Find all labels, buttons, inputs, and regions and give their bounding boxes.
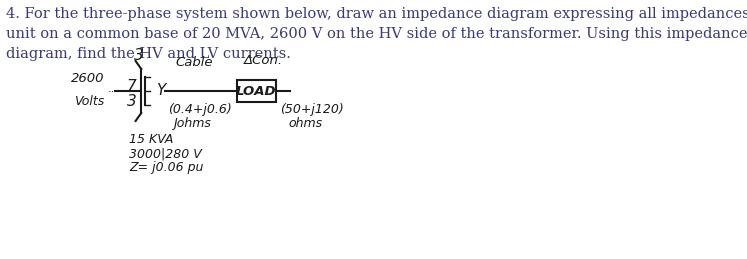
Text: diagram, find the HV and LV currents.: diagram, find the HV and LV currents.: [6, 47, 291, 61]
Text: Y: Y: [156, 83, 166, 97]
Text: LOAD: LOAD: [236, 84, 276, 97]
Text: (0.4+j0.6): (0.4+j0.6): [168, 103, 232, 116]
Text: Z= j0.06 pu: Z= j0.06 pu: [129, 161, 204, 174]
Text: Cable: Cable: [175, 56, 213, 69]
Text: ΔCon.: ΔCon.: [244, 54, 283, 67]
Text: 3: 3: [134, 47, 144, 62]
Text: ...: ...: [108, 84, 119, 94]
Text: 2600: 2600: [71, 72, 105, 85]
Text: 4. For the three-phase system shown below, draw an impedance diagram expressing : 4. For the three-phase system shown belo…: [6, 7, 747, 21]
Text: ohms: ohms: [289, 117, 323, 130]
Text: 3: 3: [126, 93, 136, 109]
Text: 15 KVA: 15 KVA: [129, 133, 173, 146]
Text: Volts: Volts: [74, 95, 105, 108]
Text: unit on a common base of 20 MVA, 2600 V on the HV side of the transformer. Using: unit on a common base of 20 MVA, 2600 V …: [6, 27, 747, 41]
Text: Johms: Johms: [173, 117, 211, 130]
Bar: [237, 80, 276, 102]
Text: 7: 7: [126, 78, 136, 93]
Text: (50+j120): (50+j120): [279, 103, 344, 116]
Text: 3000|280 V: 3000|280 V: [129, 147, 202, 160]
